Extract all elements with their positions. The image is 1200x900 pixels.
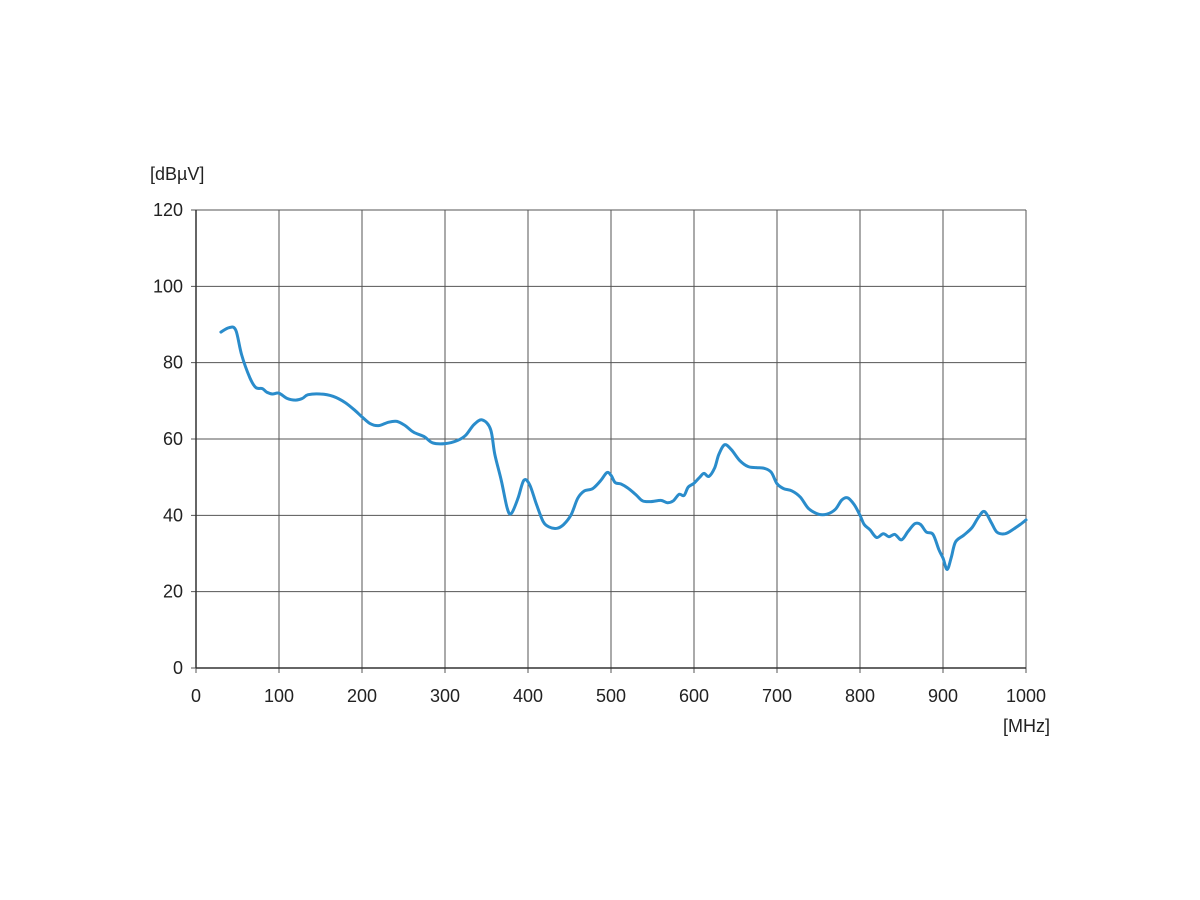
y-tick-label: 80	[163, 353, 183, 373]
series-layer	[219, 325, 1028, 572]
y-tick-label: 0	[173, 658, 183, 678]
y-tick-label: 60	[163, 429, 183, 449]
x-tick-label: 300	[430, 686, 460, 706]
x-axis-label: [MHz]	[1003, 716, 1050, 736]
x-tick-label: 1000	[1006, 686, 1046, 706]
x-tick-label: 500	[596, 686, 626, 706]
y-tick-label: 100	[153, 276, 183, 296]
y-tick-label: 120	[153, 200, 183, 220]
y-axis-label: [dBµV]	[150, 164, 204, 184]
x-tick-label: 400	[513, 686, 543, 706]
x-tick-label: 100	[264, 686, 294, 706]
x-tick-label: 800	[845, 686, 875, 706]
x-tick-label: 600	[679, 686, 709, 706]
x-tick-label: 900	[928, 686, 958, 706]
tick-labels: 0 100 200 300 400 500 600 700 800 900 1000 0 20 40 60 8…	[153, 200, 1046, 706]
x-tick-label: 0	[191, 686, 201, 706]
y-tick-label: 40	[163, 505, 183, 525]
grid	[191, 209, 1027, 673]
x-tick-label: 700	[762, 686, 792, 706]
y-tick-label: 20	[163, 582, 183, 602]
series-line	[219, 325, 1028, 572]
x-tick-label: 200	[347, 686, 377, 706]
